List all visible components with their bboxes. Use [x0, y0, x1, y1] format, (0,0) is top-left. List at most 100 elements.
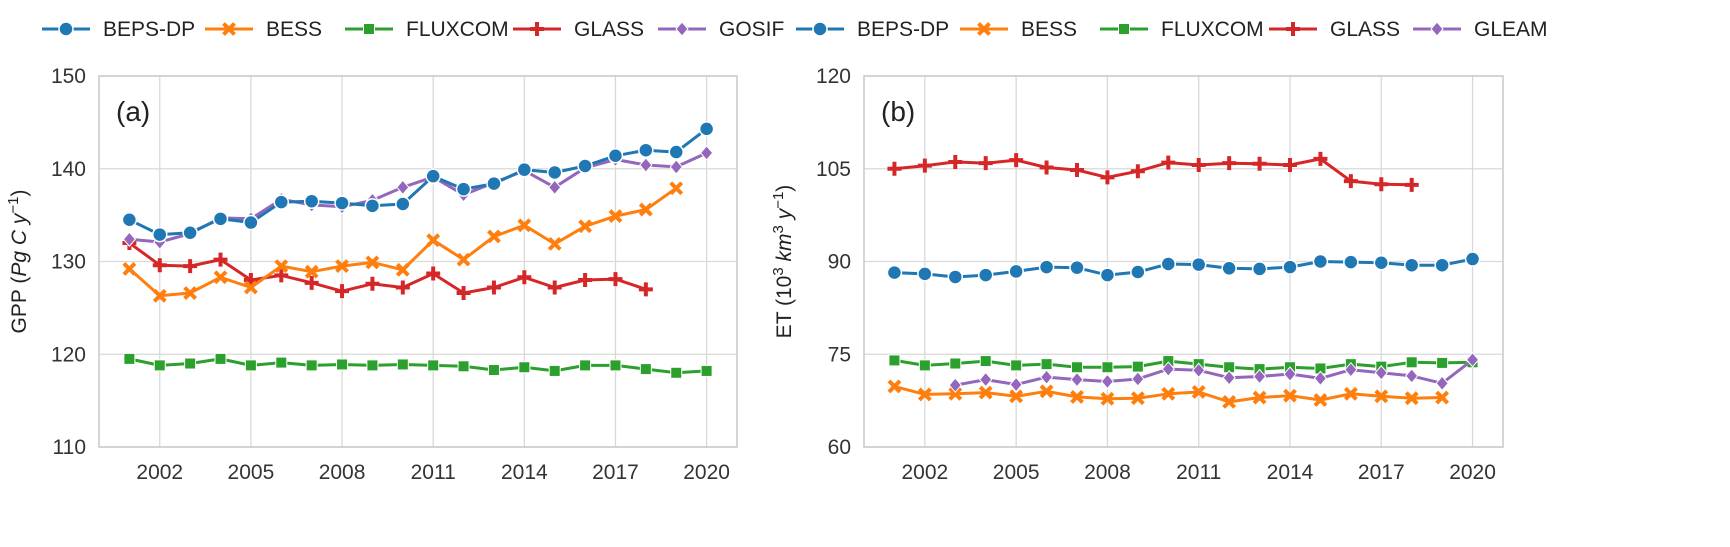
- y-axis-title: ET (103 km3 y−1): [770, 185, 797, 339]
- data-point-beps-dp: [698, 121, 715, 137]
- data-point-fluxcom: [888, 354, 901, 367]
- legend-marker: [1286, 22, 1300, 36]
- data-point-beps-dp: [546, 164, 563, 181]
- legend-marker: [812, 21, 828, 37]
- data-point-bess: [426, 233, 441, 248]
- legend-marker: [675, 21, 689, 37]
- series-fluxcom: [888, 354, 1479, 376]
- data-point-fluxcom: [949, 357, 962, 370]
- data-point-beps-dp: [455, 181, 472, 197]
- data-point-gleam: [1465, 352, 1480, 368]
- data-point-glass: [152, 258, 167, 273]
- data-point-glass: [1070, 162, 1084, 177]
- data-point-beps-dp: [152, 226, 168, 243]
- legend-item-gosif: GOSIF: [658, 18, 784, 41]
- data-point-fluxcom: [457, 360, 470, 373]
- data-point-fluxcom: [670, 366, 683, 379]
- data-point-bess: [1252, 390, 1267, 405]
- legend-label: BEPS-DP: [857, 18, 949, 41]
- data-point-glass: [213, 252, 228, 267]
- legend-marker: [363, 23, 375, 35]
- data-point-bess: [978, 385, 993, 400]
- series-gosif: [122, 145, 714, 250]
- data-point-fluxcom: [579, 359, 592, 372]
- data-point-gosif: [396, 179, 410, 196]
- data-point-gleam: [1344, 361, 1358, 378]
- data-point-fluxcom: [700, 364, 713, 377]
- y-tick-label: 150: [51, 65, 86, 88]
- data-point-beps-dp: [917, 266, 933, 282]
- axis-title-part: ): [773, 185, 796, 192]
- data-point-gleam: [1283, 366, 1297, 382]
- data-point-glass: [638, 282, 653, 297]
- data-point-glass: [1039, 160, 1054, 175]
- legend-marker: [1118, 23, 1130, 35]
- data-point-glass: [365, 276, 380, 291]
- data-point-bess: [1343, 386, 1358, 401]
- data-point-beps-dp: [1099, 267, 1116, 283]
- data-point-bess: [887, 379, 902, 394]
- data-point-gosif: [699, 145, 714, 161]
- data-point-glass: [1130, 164, 1145, 179]
- data-point-beps-dp: [886, 264, 903, 281]
- data-point-beps-dp: [486, 175, 502, 192]
- data-point-beps-dp: [1221, 260, 1237, 277]
- data-point-fluxcom: [609, 359, 622, 372]
- legend-item-fluxcom: FLUXCOM: [345, 18, 509, 41]
- series-gleam: [948, 352, 1480, 393]
- data-point-gleam: [1131, 371, 1145, 387]
- data-point-glass: [1313, 151, 1328, 166]
- data-point-glass: [304, 275, 319, 290]
- data-point-fluxcom: [214, 352, 227, 365]
- axis-title-part: Pg C y: [8, 212, 31, 277]
- panel-label: (b): [881, 96, 915, 127]
- data-point-bess: [304, 264, 319, 279]
- data-point-gleam: [1070, 371, 1084, 388]
- data-point-bess: [1100, 391, 1115, 406]
- series-glass: [887, 151, 1419, 192]
- x-tick-label: 2020: [683, 461, 730, 484]
- data-point-beps-dp: [1403, 257, 1420, 273]
- axis-title-part: GPP (: [8, 277, 31, 334]
- data-point-glass: [1191, 158, 1206, 173]
- data-point-beps-dp: [1069, 259, 1085, 276]
- data-point-bess: [122, 262, 137, 276]
- data-point-gosif: [548, 179, 562, 196]
- data-point-bess: [183, 286, 198, 300]
- data-point-beps-dp: [1038, 259, 1055, 275]
- data-point-gleam: [1405, 368, 1419, 384]
- y-tick-label: 120: [816, 65, 851, 88]
- data-point-bess: [1283, 388, 1297, 403]
- data-point-fluxcom: [1071, 361, 1083, 374]
- x-tick-label: 2002: [136, 461, 183, 484]
- data-point-bess: [1009, 389, 1024, 404]
- panel-a: 2002 2005 2008 2011 2014 2017 2020 110 120 130 140…: [5, 65, 738, 484]
- data-point-glass: [486, 280, 501, 295]
- legend-label: GOSIF: [719, 18, 784, 41]
- y-tick-label: 120: [51, 343, 86, 366]
- data-point-glass: [1252, 156, 1267, 171]
- data-point-glass: [1283, 158, 1297, 173]
- data-point-fluxcom: [396, 358, 409, 371]
- data-point-bess: [274, 259, 289, 274]
- data-point-fluxcom: [918, 359, 931, 372]
- data-point-glass: [1100, 170, 1115, 185]
- data-point-glass: [578, 273, 593, 288]
- data-point-beps-dp: [1130, 264, 1146, 280]
- data-point-beps-dp: [121, 212, 138, 228]
- data-point-glass: [1161, 155, 1176, 170]
- series-glass: [122, 235, 653, 301]
- data-point-beps-dp: [947, 269, 964, 285]
- series-beps-dp: [886, 251, 1481, 285]
- legend-item-fluxcom: FLUXCOM: [1100, 18, 1264, 41]
- axis-title-part: y: [773, 207, 796, 225]
- plot-frame: [863, 75, 1504, 448]
- axis-title-part: ): [8, 190, 31, 197]
- data-point-bess: [1161, 386, 1176, 401]
- data-point-fluxcom: [487, 364, 500, 377]
- x-tick-label: 2011: [411, 461, 456, 484]
- legend-label: BESS: [266, 18, 322, 41]
- data-point-fluxcom: [1040, 358, 1053, 371]
- legend-item-gleam: GLEAM: [1413, 18, 1548, 41]
